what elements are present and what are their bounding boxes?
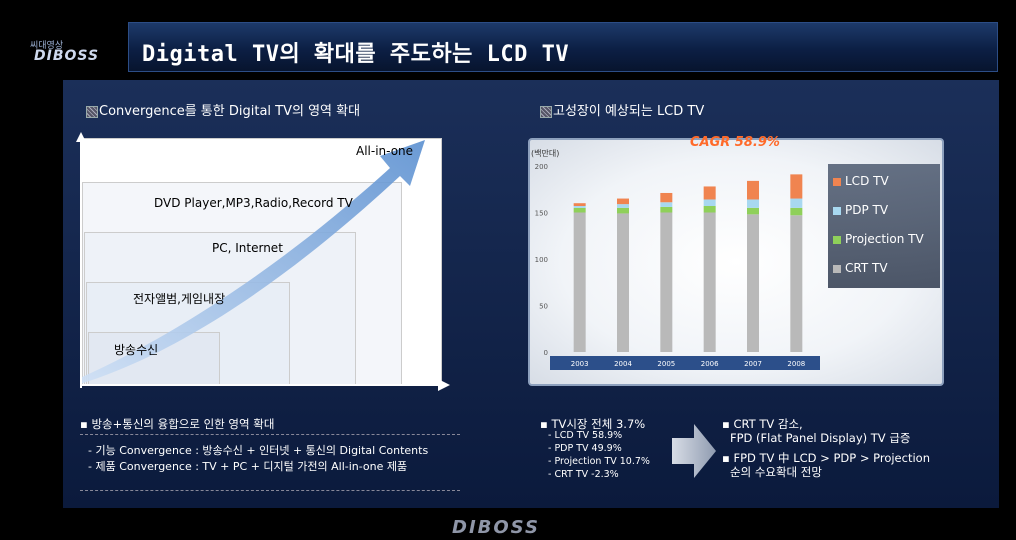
- x-axis-line: [80, 384, 440, 386]
- tv-item-pdp: - PDP TV 49.9%: [548, 443, 622, 454]
- x-tick-label: 2004: [614, 360, 632, 368]
- bar-pdp-tv-2006: [703, 199, 716, 206]
- x-tick-label: 2006: [701, 360, 719, 368]
- y-axis-line: [80, 138, 82, 388]
- bar-pdp-tv-2005: [660, 202, 673, 207]
- bar-chart: 0 50 100 150 200 2003 2004 2005 2006 2007 2008: [535, 163, 820, 370]
- y-tick-label: 100: [535, 256, 548, 264]
- bar-crt-tv-2006: [703, 212, 716, 352]
- level-label-all-in-one: All-in-one: [356, 144, 414, 158]
- divider-dotted: [80, 434, 460, 435]
- bar-pdp-tv-2008: [790, 198, 803, 208]
- logo-sub-text: 씨대영상: [30, 41, 64, 51]
- bar-crt-tv-2003: [573, 212, 586, 352]
- diboss-logo-top: 씨대영상 DIBOSS: [28, 38, 112, 66]
- note-line-2: FPD (Flat Panel Display) TV 급증: [730, 431, 911, 445]
- bar-lcd-tv-2005: [660, 192, 673, 203]
- bullet-icon: [86, 105, 98, 118]
- page-title: Digital TV의 확대를 주도하는 LCD TV: [142, 42, 570, 67]
- y-tick-label: 150: [535, 210, 548, 218]
- level-label-broadcast: 방송수신: [114, 343, 159, 357]
- bar-crt-tv-2008: [790, 215, 803, 352]
- level-label-dvd: DVD Player,MP3,Radio,Record TV: [154, 196, 353, 210]
- x-tick-label: 2003: [571, 360, 589, 368]
- legend-swatch: [833, 178, 841, 186]
- left-bullet-1: - 기능 Convergence : 방송수신 + 인터넷 + 통신의 Digi…: [88, 444, 429, 457]
- bar-crt-tv-2005: [660, 212, 673, 352]
- title-box: [128, 22, 998, 72]
- bar-projection-tv-2005: [660, 206, 673, 213]
- y-tick-label: 200: [535, 163, 548, 171]
- level-label-pc: PC, Internet: [212, 241, 283, 255]
- x-tick-label: 2005: [657, 360, 675, 368]
- bullet-icon: [540, 105, 552, 118]
- left-heading-text: Convergence를 통한 Digital TV의 영역 확대: [99, 104, 361, 119]
- bar-lcd-tv-2008: [790, 174, 803, 199]
- tv-item-lcd: - LCD TV 58.9%: [548, 430, 623, 441]
- tv-item-projection: - Projection TV 10.7%: [548, 456, 650, 467]
- bar-lcd-tv-2007: [747, 180, 759, 200]
- bar-lcd-tv-2003: [573, 203, 586, 206]
- legend-swatch: [833, 236, 841, 244]
- left-bullet-2: - 제품 Convergence : TV + PC + 디지털 가전의 All…: [88, 460, 408, 473]
- left-bullet-main: ▪ 방송+통신의 융합으로 인한 영역 확대: [80, 417, 275, 431]
- legend-label: LCD TV: [845, 174, 889, 188]
- bar-projection-tv-2003: [573, 207, 586, 213]
- right-arrow-icon: [672, 424, 716, 478]
- y-tick-label: 50: [539, 303, 548, 311]
- bar-crt-tv-2007: [747, 214, 759, 352]
- bar-pdp-tv-2007: [747, 199, 759, 208]
- bar-lcd-tv-2004: [617, 198, 629, 205]
- x-tick-label: 2008: [787, 360, 805, 368]
- legend-label: CRT TV: [845, 261, 888, 275]
- legend-label: Projection TV: [845, 232, 924, 246]
- legend-swatch: [833, 207, 841, 215]
- right-section-heading: 고성장이 예상되는 LCD TV: [540, 100, 704, 119]
- note-line-4: 순의 수요확대 전망: [730, 465, 822, 479]
- cagr-label: CAGR 58.9%: [690, 135, 780, 150]
- note-line-3: ▪ FPD TV 中 LCD > PDP > Projection: [722, 451, 930, 465]
- note-line-1: ▪ CRT TV 감소,: [722, 417, 803, 431]
- x-axis-band: [550, 356, 820, 370]
- y-tick-label: 0: [544, 349, 548, 357]
- logo-main-text: DIBOSS: [34, 48, 100, 64]
- legend-swatch: [833, 265, 841, 273]
- level-label-album: 전자앨범,게임내장: [133, 292, 226, 306]
- divider-dotted: [80, 490, 460, 491]
- tv-total-text: ▪ TV시장 전체 3.7%: [540, 417, 646, 431]
- legend-label: PDP TV: [845, 203, 889, 217]
- diboss-logo-bottom: DIBOSS: [452, 517, 540, 538]
- bar-crt-tv-2004: [617, 213, 629, 352]
- bar-pdp-tv-2004: [617, 204, 629, 208]
- bar-projection-tv-2004: [617, 207, 629, 214]
- bar-pdp-tv-2003: [573, 205, 586, 208]
- right-heading-text: 고성장이 예상되는 LCD TV: [553, 104, 705, 119]
- bar-projection-tv-2006: [703, 205, 716, 213]
- legend-panel: [828, 164, 940, 288]
- bar-projection-tv-2008: [790, 207, 803, 216]
- x-tick-label: 2007: [744, 360, 762, 368]
- y-axis-arrowhead: [76, 132, 86, 142]
- bar-projection-tv-2007: [747, 207, 759, 215]
- x-axis-arrowhead: [438, 379, 450, 391]
- left-section-heading: Convergence를 통한 Digital TV의 영역 확대: [86, 100, 360, 119]
- bar-lcd-tv-2006: [703, 186, 716, 200]
- growth-curve-arrow: [80, 140, 425, 384]
- tv-item-crt: - CRT TV -2.3%: [548, 469, 619, 480]
- chart-unit-label: (백만대): [531, 149, 560, 158]
